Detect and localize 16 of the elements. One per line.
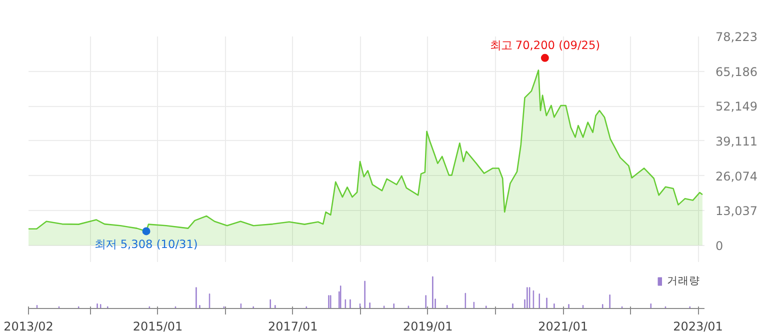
y-tick-label: 13,037 — [716, 204, 758, 218]
x-tick-label: 2017/01 — [268, 320, 318, 334]
annotation: 최저 5,308 (10/31) — [94, 237, 198, 252]
x-tick-label: 2015/01 — [132, 320, 183, 334]
x-tick-label: 2021/01 — [538, 320, 588, 334]
x-tick-label: 2013/02 — [4, 320, 54, 334]
y-tick-label: 0 — [716, 238, 724, 253]
y-tick-label: 65,186 — [716, 64, 758, 79]
y-tick-label: 52,149 — [716, 100, 758, 114]
annotation: 최고 70,200 (09/25) — [490, 38, 600, 52]
x-tick-label: 2023/01 — [673, 320, 723, 334]
x-tick-label: 2019/01 — [402, 320, 453, 334]
y-tick-label: 78,223 — [716, 30, 758, 44]
y-tick-label: 39,111 — [716, 134, 758, 148]
y-tick-label: 26,074 — [716, 169, 758, 184]
legend-label: 거래량 — [667, 274, 700, 288]
